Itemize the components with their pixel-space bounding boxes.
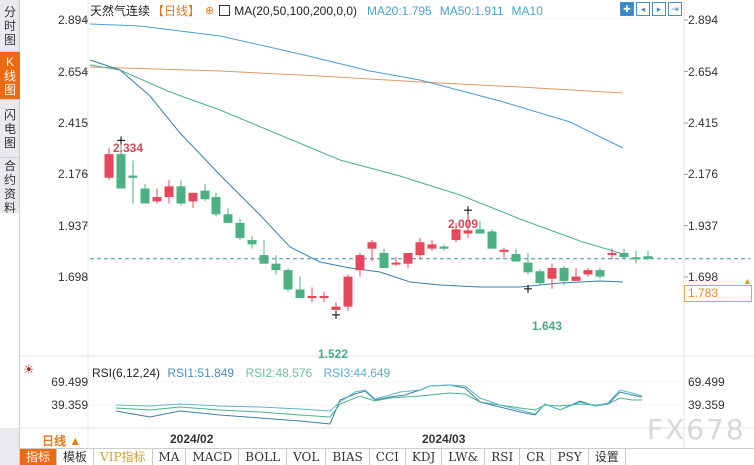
rsi-axis-tick-left: 39.359 (51, 398, 88, 412)
sidebar-tab-char: 料 (3, 200, 16, 215)
x-axis-label-feb: 2024/02 (170, 432, 214, 446)
indicator-tab-psy[interactable]: PSY (551, 449, 589, 465)
rsi-header: RSI(6,12,24) RSI1:51.849 RSI2:48.576 RSI… (92, 366, 390, 380)
y-axis-tick-left: 2.654 (57, 64, 88, 79)
y-axis-tick-left: 2.415 (57, 115, 88, 130)
sidebar-tab-char: 分 (3, 4, 16, 19)
price-alert-icon[interactable]: ▲ (743, 276, 752, 286)
rsi1-value: RSI1:51.849 (167, 366, 235, 380)
sidebar-tab-char: 图 (3, 32, 16, 47)
indicator-tab-boll[interactable]: BOLL (239, 449, 288, 465)
svg-text:1.643: 1.643 (532, 319, 562, 333)
candlestick-chart[interactable]: 2.334 1.522 2.009 1.643 (20, 0, 754, 465)
y-axis-tick-left: 1.698 (57, 270, 88, 285)
chart-area[interactable]: 2.334 1.522 2.009 1.643 天然气连续 【日线】 ⊕ MA(20,… (20, 0, 754, 465)
sidebar-tab-char: 图 (3, 82, 16, 97)
y-axis-tick-right: 2.654 (688, 64, 719, 79)
indicator-tab-kdj[interactable]: KDJ (406, 449, 443, 465)
indicator-tab-rsi[interactable]: RSI (485, 449, 521, 465)
indicator-tab-vol[interactable]: VOL (287, 449, 327, 465)
svg-text:1.522: 1.522 (318, 347, 348, 361)
y-axis-tick-right: 2.415 (688, 115, 719, 130)
instrument-title: 天然气连续 (90, 4, 151, 18)
chart-toolbar: ✚ ◂ ▸ ⇥ (620, 2, 682, 16)
sidebar-blank (0, 213, 20, 428)
rsi-axis-tick-right: 69.499 (688, 375, 725, 389)
chart-header: 天然气连续 【日线】 ⊕ MA(20,50,100,200,0,0) MA20:… (90, 2, 543, 19)
sidebar-tab-char: 合 (3, 158, 16, 173)
crosshair-icon[interactable]: ✚ (620, 2, 634, 16)
y-axis-tick-right: 1.937 (688, 218, 719, 233)
sidebar-tab-char: 时 (3, 18, 16, 33)
rsi-axis-tick-left: 69.499 (51, 375, 88, 389)
indicator-tab-vip[interactable]: VIP指标 (94, 449, 153, 465)
sidebar-tab-char: 图 (3, 135, 16, 150)
sidebar-tab-char: K (5, 54, 14, 69)
indicator-tab-[interactable]: 指标 (20, 449, 58, 465)
sidebar-tab-char: 资 (3, 186, 16, 201)
indicator-tab-bias[interactable]: BIAS (326, 449, 370, 465)
rsi-title: RSI(6,12,24) (92, 366, 161, 380)
period-label[interactable]: 【日线】 (152, 4, 201, 18)
sidebar-tab-char: 电 (3, 121, 16, 136)
sidebar-tab-char: 闪 (3, 107, 16, 122)
rsi2-value: RSI2:48.576 (245, 366, 313, 380)
ma-settings-icon[interactable] (219, 5, 231, 16)
y-axis-tick-left: 1.937 (57, 218, 88, 233)
indicator-tab-ma[interactable]: MA (153, 449, 187, 465)
y-axis-tick-left: 2.176 (57, 167, 88, 182)
indicator-tab-lw[interactable]: LW& (442, 449, 486, 465)
ma50-value: MA50:1.911 (439, 3, 504, 18)
sidebar-tab-2[interactable]: 闪电图 (0, 100, 20, 158)
sidebar-tab-char: 线 (3, 68, 16, 83)
y-axis-tick-right: 2.894 (688, 13, 719, 27)
sidebar-tab-0[interactable]: 分时图 (0, 0, 20, 52)
indicator-tab-[interactable]: 设置 (589, 449, 626, 465)
sidebar-tab-char: 约 (3, 172, 16, 187)
zoom-left-icon[interactable]: ◂ (636, 2, 650, 16)
indicator-settings-icon[interactable]: ☀ (23, 362, 35, 377)
rsi3-value: RSI3:44.649 (323, 366, 391, 380)
sidebar-tab-3[interactable]: 合约资料 (0, 158, 20, 216)
ma10-value: MA10 (511, 3, 543, 18)
rsi-axis-tick-right: 39.359 (688, 398, 725, 412)
current-price-label: 1.783 (684, 285, 752, 302)
y-axis-tick-right: 1.698 (688, 270, 719, 285)
svg-text:2.009: 2.009 (448, 217, 478, 231)
period-dropdown[interactable]: 日线 ▲ (42, 434, 82, 448)
ma-label: MA(20,50,100,200,0,0) (234, 3, 357, 18)
indicator-tab-cr[interactable]: CR (520, 449, 552, 465)
y-axis-tick-right: 2.176 (688, 167, 719, 182)
ma20-value: MA20:1.795 (367, 3, 432, 18)
exit-icon[interactable]: ⇥ (668, 2, 682, 16)
indicator-tab-[interactable]: 模板 (57, 449, 95, 465)
svg-text:2.334: 2.334 (113, 141, 143, 155)
indicator-tab-bar: 指标 模板 VIP指标 MA MACD BOLL VOL BIAS CCI KDJ LW& RSI CR… (20, 448, 754, 465)
x-axis-label-mar: 2024/03 (422, 432, 466, 446)
indicator-tab-macd[interactable]: MACD (186, 449, 240, 465)
watermark: FX678 (647, 413, 746, 446)
indicator-tab-cci[interactable]: CCI (370, 449, 406, 465)
zoom-right-icon[interactable]: ▸ (652, 2, 666, 16)
add-compare-icon[interactable]: ⊕ (205, 5, 215, 17)
y-axis-tick-left: 2.894 (57, 13, 88, 27)
